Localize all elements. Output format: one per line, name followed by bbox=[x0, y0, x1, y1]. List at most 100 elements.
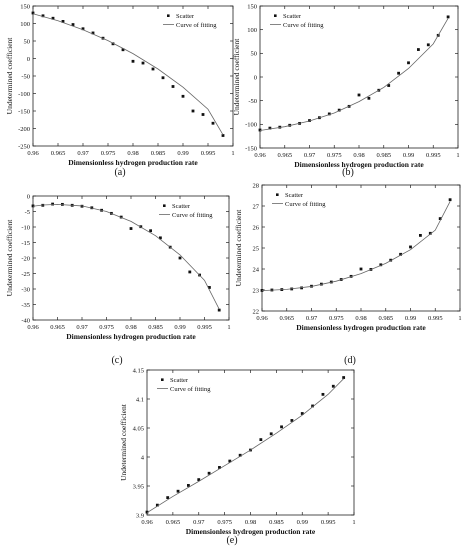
scatter-point bbox=[81, 27, 85, 31]
scatter-point bbox=[259, 438, 263, 441]
x-tick-label: 1 bbox=[231, 150, 234, 157]
chart-panel-a: 0.96 0.965 0.97 0.975 0.98 0.985 0.99 0.995 1 -25… bbox=[5, 3, 235, 178]
x-tick-label: 0.98 bbox=[125, 324, 136, 331]
scatter-point bbox=[419, 234, 422, 237]
x-tick-label: 0.995 bbox=[201, 150, 216, 157]
y-axis-label: Undetermined coefficient bbox=[5, 219, 14, 297]
x-tick-label: 0.99 bbox=[177, 150, 188, 157]
x-tick-label: 0.97 bbox=[193, 519, 205, 526]
scatter-point bbox=[151, 67, 155, 71]
x-tick-label: 0.99 bbox=[405, 315, 416, 322]
scatter-point bbox=[161, 76, 165, 80]
x-axis-label: Dimensionless hydrogen production rate bbox=[66, 332, 196, 341]
scatter-point bbox=[342, 376, 346, 379]
x-tick-label: 1 bbox=[458, 315, 461, 322]
scatter-point bbox=[149, 229, 152, 233]
scatter-point bbox=[218, 466, 221, 469]
x-tick-label: 1 bbox=[227, 324, 230, 331]
y-tick-label: -10 bbox=[21, 224, 30, 231]
y-tick-label: 150 bbox=[20, 3, 30, 10]
y-tick-label: 27 bbox=[253, 203, 260, 210]
x-tick-label: 0.985 bbox=[151, 150, 166, 157]
scatter-point bbox=[129, 227, 133, 230]
scatter-point bbox=[446, 15, 450, 19]
y-tick-label: 4.15 bbox=[133, 367, 144, 374]
y-tick-label: 0 bbox=[254, 74, 257, 81]
y-tick-label: 50 bbox=[24, 38, 31, 45]
legend-scatter-label: Scatter bbox=[172, 203, 191, 210]
x-tick-label: 0.96 bbox=[256, 315, 268, 322]
scatter-point bbox=[397, 71, 400, 75]
chart-panel-d: 0.96 0.965 0.97 0.975 0.98 0.985 0.99 0.995 1 22 2… bbox=[234, 182, 462, 366]
legend-scatter-label: Scatter bbox=[170, 377, 189, 384]
scatter-point bbox=[211, 121, 215, 125]
x-tick-label: 0.975 bbox=[329, 315, 344, 322]
y-tick-label: -100 bbox=[245, 122, 257, 129]
legend: Scatter Curve of fitting bbox=[163, 13, 217, 29]
scatter-point bbox=[51, 16, 55, 20]
y-tick-label: 3.95 bbox=[133, 483, 144, 490]
scatter-point bbox=[145, 510, 149, 514]
x-tick-label: 0.99 bbox=[403, 152, 414, 159]
y-axis-label: Undetermined coefficient bbox=[232, 38, 241, 116]
y-tick-label: -150 bbox=[245, 145, 257, 152]
scatter-point bbox=[207, 471, 211, 475]
chart-panel-b: 0.96 0.965 0.97 0.975 0.98 0.985 0.99 0.995 1 -15… bbox=[232, 3, 460, 178]
x-tick-label: 0.97 bbox=[77, 150, 89, 157]
x-tick-label: 0.995 bbox=[428, 315, 443, 322]
y-tick-label: 4.05 bbox=[133, 425, 144, 432]
scatter-point bbox=[428, 231, 432, 235]
y-axis-label: Undetermined coefficient bbox=[234, 209, 243, 287]
scatter-point bbox=[238, 453, 242, 457]
legend: Scatter Curve of fitting bbox=[159, 203, 213, 219]
scatter-point bbox=[331, 384, 335, 388]
scatter-point bbox=[228, 459, 232, 463]
y-tick-label: 3.9 bbox=[136, 512, 144, 519]
x-tick-label: 0.965 bbox=[51, 150, 66, 157]
scatter-point bbox=[201, 113, 205, 116]
y-tick-label: -5 bbox=[25, 209, 30, 216]
scatter-point bbox=[121, 48, 125, 52]
scatter-point bbox=[71, 23, 75, 26]
scatter-point bbox=[41, 14, 45, 18]
scatter-point bbox=[197, 478, 201, 482]
scatter-point bbox=[91, 31, 95, 35]
y-tick-label: 22 bbox=[253, 308, 260, 315]
scatter-point bbox=[141, 61, 145, 65]
scatter-point bbox=[438, 217, 442, 220]
legend-line-label: Curve of fitting bbox=[283, 22, 324, 29]
scatter-point bbox=[176, 489, 180, 493]
scatter-point bbox=[166, 496, 170, 499]
x-tick-label: 0.97 bbox=[304, 152, 316, 159]
x-axis-label: Dimensionless hydrogen production rate bbox=[68, 158, 198, 167]
x-tick-label: 0.97 bbox=[76, 324, 88, 331]
y-tick-label: 50 bbox=[251, 51, 258, 58]
scatter-point bbox=[387, 84, 391, 87]
y-tick-label: 4 bbox=[141, 454, 145, 461]
y-tick-label: -35 bbox=[21, 302, 30, 309]
y-tick-label: 28 bbox=[253, 182, 260, 189]
x-tick-label: 0.98 bbox=[245, 519, 256, 526]
panel-caption: (a) bbox=[114, 167, 125, 178]
y-tick-label: -15 bbox=[21, 240, 30, 247]
x-tick-label: 0.985 bbox=[376, 152, 391, 159]
x-tick-label: 0.98 bbox=[355, 315, 366, 322]
fitting-curve-line bbox=[32, 203, 220, 310]
x-tick-label: 1 bbox=[456, 152, 459, 159]
x-tick-label: 0.985 bbox=[269, 519, 284, 526]
legend-line-label: Curve of fitting bbox=[176, 22, 217, 29]
scatter-point bbox=[159, 236, 162, 240]
x-tick-label: 0.995 bbox=[321, 519, 336, 526]
legend-scatter-marker bbox=[274, 14, 277, 17]
x-tick-label: 0.97 bbox=[306, 315, 318, 322]
fitting-curve-line bbox=[146, 378, 344, 514]
legend: Scatter Curve of fitting bbox=[157, 377, 211, 393]
legend-scatter-marker bbox=[167, 14, 170, 17]
legend-scatter-label: Scatter bbox=[283, 13, 302, 20]
panel-caption: (d) bbox=[344, 355, 356, 366]
scatter-point bbox=[155, 503, 159, 507]
legend-scatter-marker bbox=[161, 378, 164, 381]
scatter-point bbox=[269, 432, 273, 436]
x-tick-label: 0.98 bbox=[127, 150, 138, 157]
